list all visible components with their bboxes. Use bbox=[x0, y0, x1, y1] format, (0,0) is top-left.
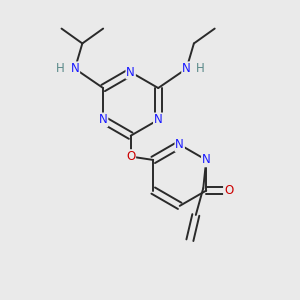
Text: N: N bbox=[182, 62, 191, 75]
Text: N: N bbox=[154, 113, 163, 126]
Text: H: H bbox=[196, 62, 205, 75]
Text: O: O bbox=[126, 150, 135, 163]
Text: N: N bbox=[202, 154, 211, 166]
Text: O: O bbox=[224, 184, 233, 197]
Text: N: N bbox=[99, 113, 107, 126]
Text: H: H bbox=[56, 62, 65, 75]
Text: N: N bbox=[70, 62, 79, 75]
Text: N: N bbox=[126, 66, 135, 79]
Text: N: N bbox=[175, 138, 184, 151]
